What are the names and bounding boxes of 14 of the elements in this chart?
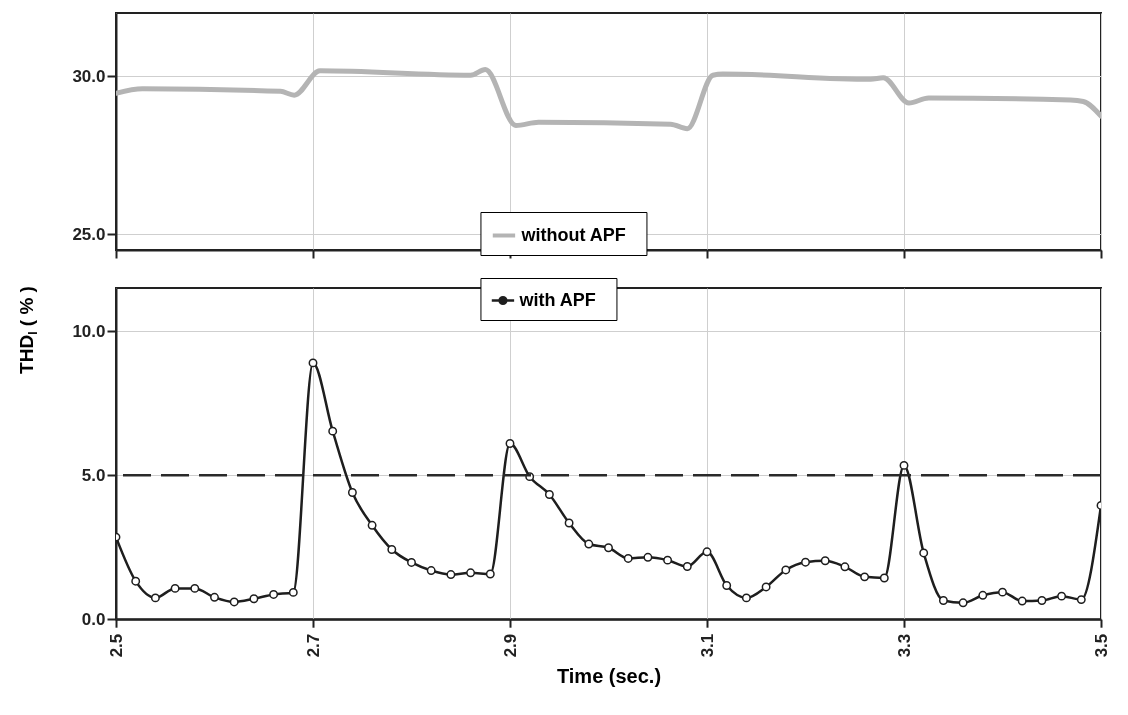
x-tick-label: 2.5 (106, 633, 126, 658)
x-tick-label: 2.9 (500, 633, 520, 658)
x-tick-label: 3.5 (1091, 633, 1111, 658)
y-tick-label: 10.0 (72, 321, 106, 341)
legend-label: without APF (520, 224, 626, 245)
x-tick-label: 2.7 (303, 633, 323, 658)
legend-label: with APF (518, 289, 596, 310)
y-tick-label: 25.0 (72, 224, 106, 244)
y-tick-label: 5.0 (81, 465, 106, 485)
y-tick-label: 0.0 (81, 609, 106, 629)
y-tick-label: 30.0 (72, 66, 106, 86)
x-axis-title: Time (sec.) (556, 665, 662, 688)
x-tick-label: 3.1 (697, 633, 717, 658)
x-tick-label: 3.3 (894, 633, 914, 658)
